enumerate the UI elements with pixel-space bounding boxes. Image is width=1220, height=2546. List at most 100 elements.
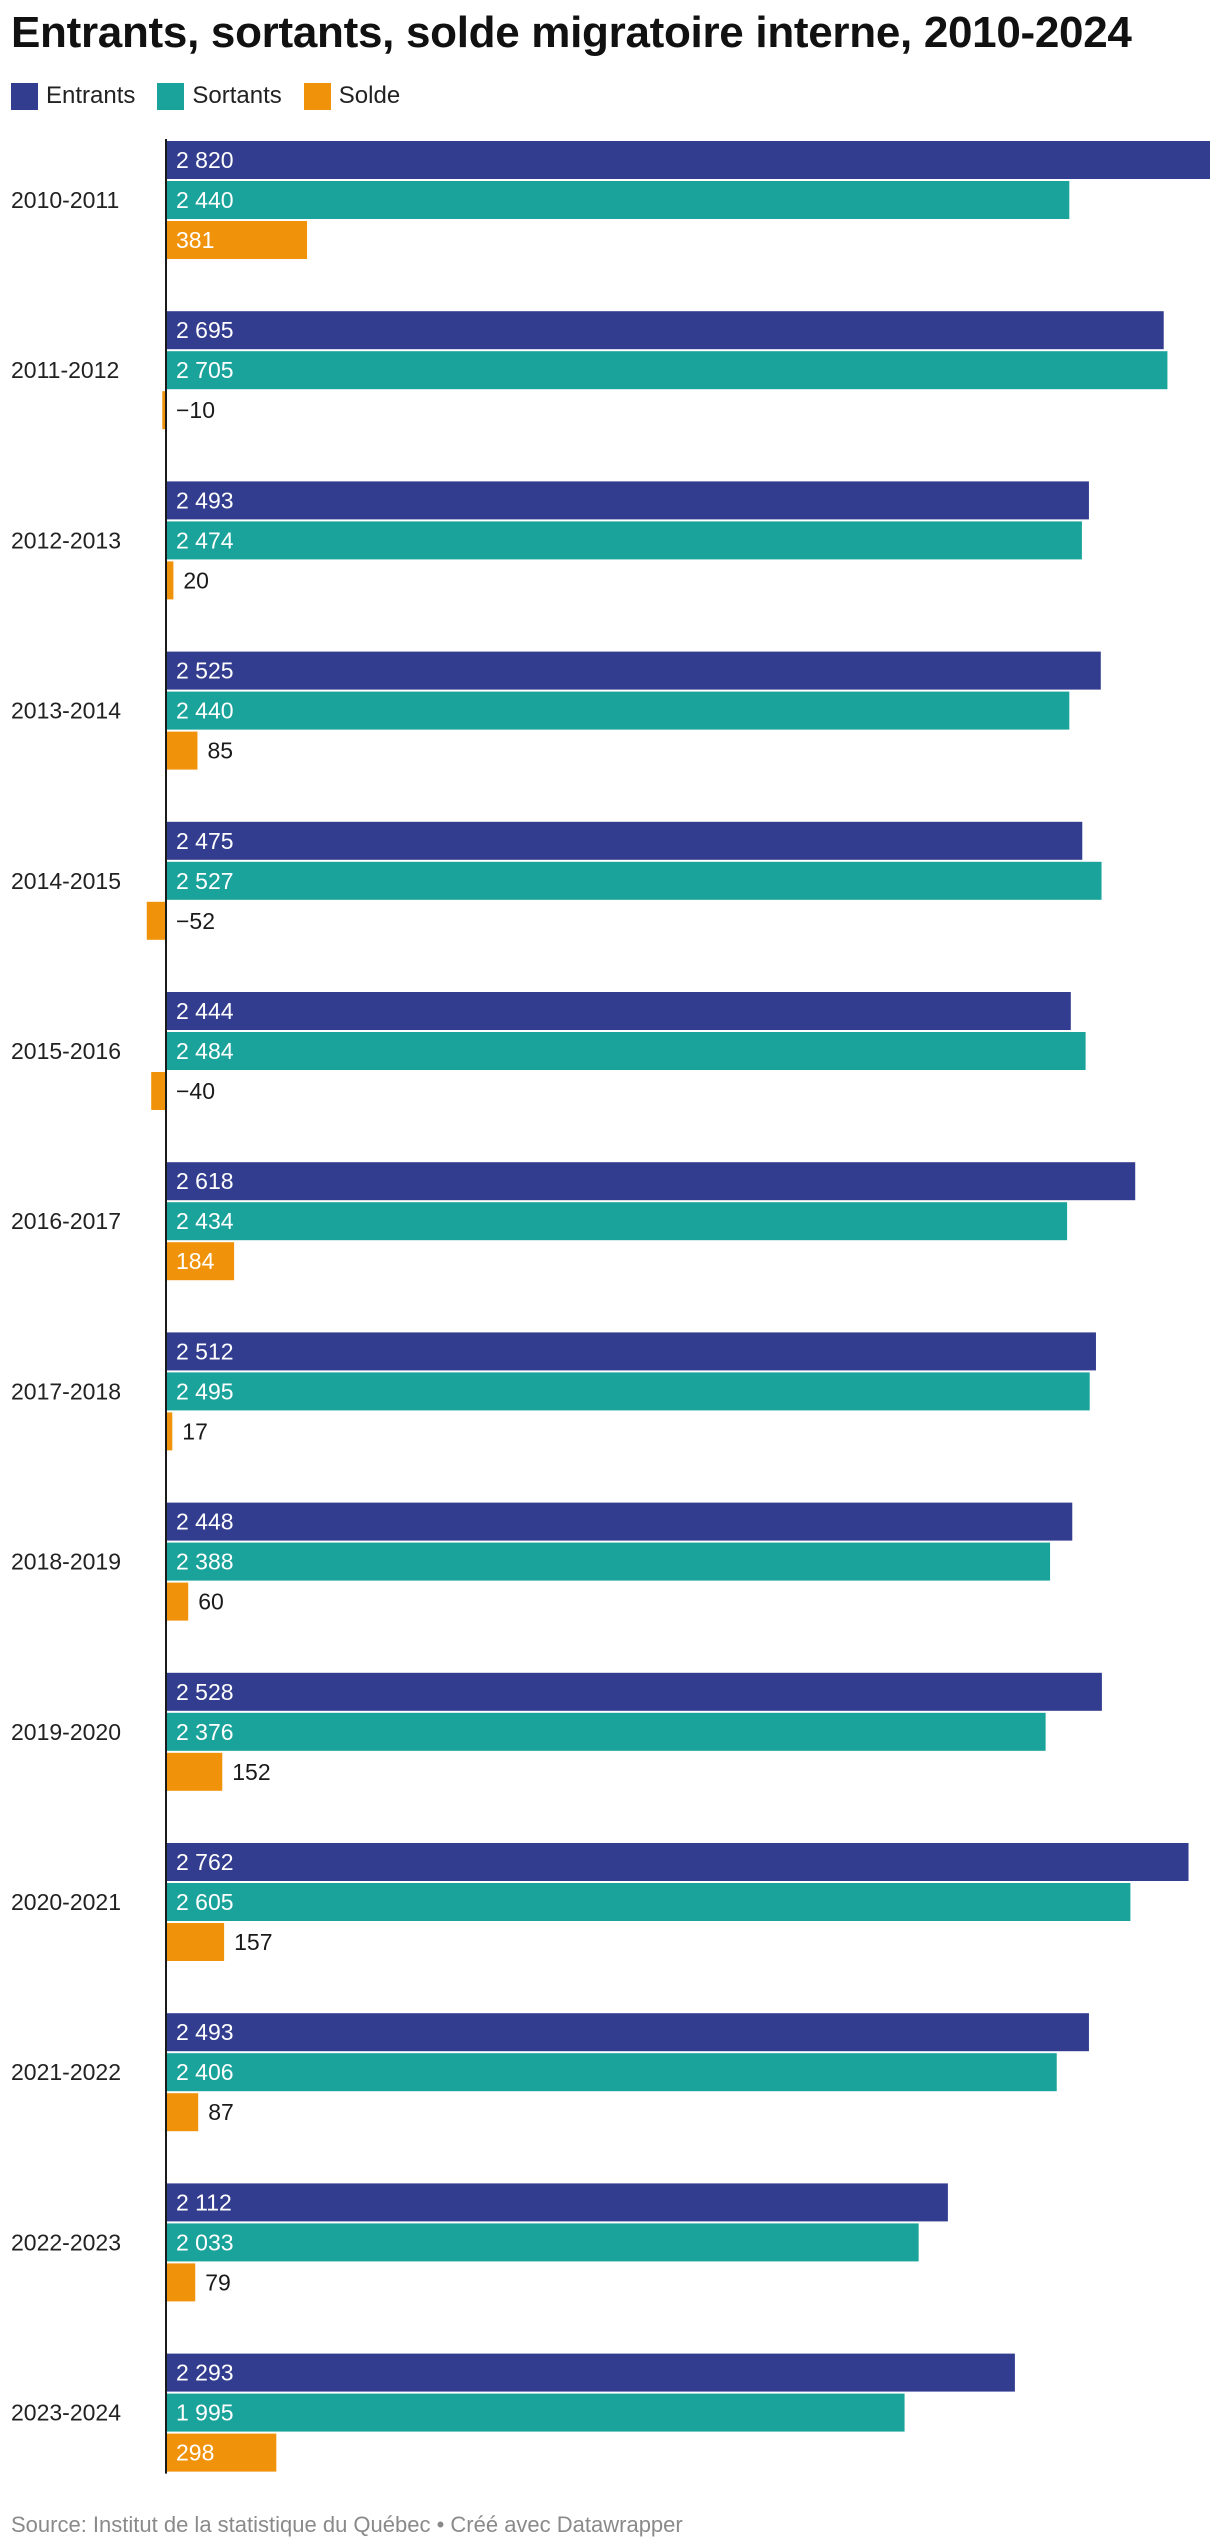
bar-entrants bbox=[166, 311, 1164, 350]
value-label-entrants: 2 528 bbox=[176, 1679, 234, 1705]
legend: Entrants Sortants Solde bbox=[11, 82, 422, 110]
category-label: 2012-2013 bbox=[11, 527, 121, 553]
bar-sortants bbox=[166, 1883, 1131, 1921]
value-label-solde: 60 bbox=[198, 1589, 224, 1615]
value-label-solde: −40 bbox=[176, 1078, 215, 1104]
value-label-solde: 298 bbox=[176, 2440, 214, 2466]
value-label-entrants: 2 493 bbox=[176, 2019, 234, 2045]
legend-swatch-sortants bbox=[157, 82, 185, 110]
bar-solde bbox=[166, 731, 198, 770]
bar-entrants bbox=[166, 2353, 1015, 2392]
value-label-solde: 20 bbox=[183, 567, 209, 593]
legend-swatch-entrants bbox=[11, 82, 38, 110]
bar-solde bbox=[146, 901, 166, 940]
category-label: 2016-2017 bbox=[11, 1208, 121, 1234]
value-label-entrants: 2 475 bbox=[176, 828, 234, 854]
bar-sortants bbox=[166, 2053, 1057, 2092]
value-label-entrants: 2 695 bbox=[176, 317, 234, 343]
value-label-solde: −52 bbox=[176, 908, 215, 934]
category-label: 2014-2015 bbox=[11, 868, 121, 894]
value-label-entrants: 2 448 bbox=[176, 1509, 234, 1535]
bar-sortants bbox=[166, 691, 1070, 730]
bar-solde bbox=[166, 1923, 225, 1961]
value-label-sortants: 2 474 bbox=[176, 527, 234, 553]
value-label-sortants: 2 440 bbox=[176, 698, 234, 724]
category-label: 2020-2021 bbox=[11, 1889, 121, 1915]
category-label: 2022-2023 bbox=[11, 2229, 121, 2255]
value-label-entrants: 2 512 bbox=[176, 1338, 234, 1364]
value-label-solde: −10 bbox=[176, 397, 215, 423]
category-label: 2017-2018 bbox=[11, 1378, 121, 1404]
bar-solde bbox=[166, 1582, 189, 1621]
value-label-entrants: 2 618 bbox=[176, 1168, 234, 1194]
value-label-sortants: 2 033 bbox=[176, 2229, 234, 2255]
category-label: 2015-2016 bbox=[11, 1038, 121, 1064]
value-label-solde: 79 bbox=[205, 2269, 231, 2295]
bar-entrants bbox=[166, 481, 1089, 520]
bar-entrants bbox=[166, 821, 1083, 860]
bar-entrants bbox=[166, 992, 1071, 1030]
bar-sortants bbox=[166, 2393, 905, 2432]
value-label-solde: 152 bbox=[232, 1759, 270, 1785]
value-label-sortants: 2 406 bbox=[176, 2059, 234, 2085]
value-label-entrants: 2 525 bbox=[176, 658, 234, 684]
value-label-sortants: 2 434 bbox=[176, 1208, 234, 1234]
bar-solde bbox=[166, 2433, 277, 2472]
value-label-sortants: 2 527 bbox=[176, 868, 234, 894]
value-label-sortants: 2 440 bbox=[176, 187, 234, 213]
source-note: Source: Institut de la statistique du Qu… bbox=[11, 2512, 683, 2537]
bar-solde bbox=[166, 1752, 223, 1791]
category-label: 2023-2024 bbox=[11, 2400, 121, 2426]
legend-label-sortants: Sortants bbox=[192, 82, 282, 109]
bar-sortants bbox=[166, 861, 1102, 900]
bar-solde bbox=[166, 221, 308, 259]
bar-entrants bbox=[166, 651, 1101, 690]
bar-solde bbox=[166, 2263, 196, 2302]
value-label-sortants: 2 705 bbox=[176, 357, 234, 383]
value-label-entrants: 2 820 bbox=[176, 147, 234, 173]
category-label: 2013-2014 bbox=[11, 698, 121, 724]
value-label-entrants: 2 112 bbox=[176, 2189, 232, 2215]
value-label-sortants: 2 484 bbox=[176, 1038, 234, 1064]
value-label-entrants: 2 293 bbox=[176, 2360, 234, 2386]
legend-label-solde: Solde bbox=[338, 82, 401, 109]
bar-sortants bbox=[166, 181, 1070, 219]
bar-solde bbox=[166, 2093, 199, 2132]
bar-entrants bbox=[166, 141, 1210, 179]
value-label-solde: 85 bbox=[207, 738, 233, 764]
bar-sortants bbox=[166, 1372, 1090, 1411]
legend-item-solde: Solde bbox=[303, 82, 401, 110]
value-label-sortants: 2 388 bbox=[176, 1549, 234, 1575]
bar-sortants bbox=[166, 1202, 1068, 1241]
bar-sortants bbox=[166, 1712, 1046, 1751]
bar-sortants bbox=[166, 351, 1168, 390]
value-label-entrants: 2 762 bbox=[176, 1849, 234, 1875]
category-label: 2010-2011 bbox=[11, 187, 119, 213]
bar-entrants bbox=[166, 2013, 1089, 2052]
value-label-sortants: 2 376 bbox=[176, 1719, 234, 1745]
bar-entrants bbox=[166, 1502, 1073, 1541]
bar-entrants bbox=[166, 1162, 1136, 1201]
value-label-sortants: 2 495 bbox=[176, 1378, 234, 1404]
category-label: 2018-2019 bbox=[11, 1549, 121, 1575]
legend-swatch-solde bbox=[303, 82, 331, 110]
value-label-solde: 184 bbox=[176, 1248, 215, 1274]
value-label-entrants: 2 444 bbox=[176, 998, 234, 1024]
bar-sortants bbox=[166, 521, 1082, 560]
bar-entrants bbox=[166, 2183, 948, 2222]
category-label: 2021-2022 bbox=[11, 2059, 121, 2085]
bar-solde bbox=[162, 391, 166, 430]
bar-solde bbox=[166, 561, 174, 600]
bar-entrants bbox=[166, 1843, 1189, 1881]
value-label-solde: 381 bbox=[176, 227, 214, 253]
value-label-solde: 17 bbox=[182, 1418, 208, 1444]
bar-sortants bbox=[166, 1542, 1051, 1581]
chart-title: Entrants, sortants, solde migratoire int… bbox=[11, 8, 1132, 57]
category-label: 2019-2020 bbox=[11, 1719, 121, 1745]
legend-item-entrants: Entrants bbox=[11, 82, 135, 110]
legend-label-entrants: Entrants bbox=[46, 82, 136, 109]
value-label-entrants: 2 493 bbox=[176, 487, 234, 513]
value-label-solde: 87 bbox=[208, 2099, 234, 2125]
value-label-sortants: 2 605 bbox=[176, 1889, 234, 1915]
